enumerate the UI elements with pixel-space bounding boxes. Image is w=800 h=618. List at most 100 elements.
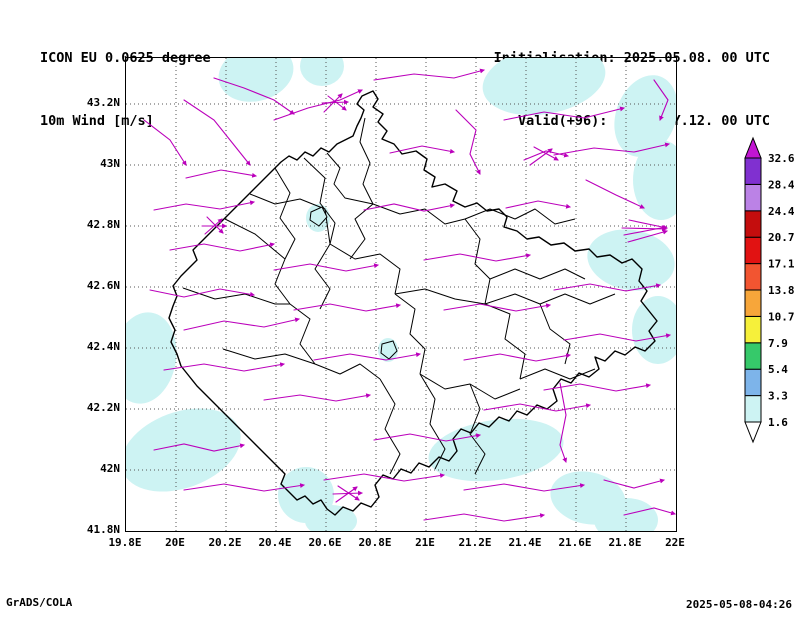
wind-vector xyxy=(523,150,569,161)
wind-vector xyxy=(321,99,349,105)
shading-layer xyxy=(126,58,676,531)
wind-vector xyxy=(335,486,358,503)
variable-title: 10m Wind [m/s] xyxy=(40,113,154,129)
x-axis-tick: 20.2E xyxy=(208,536,242,549)
wind-vector xyxy=(621,226,667,232)
wind-vector xyxy=(443,303,551,312)
x-axis-tick: 21.2E xyxy=(458,536,492,549)
colorbar-segment xyxy=(744,236,762,265)
wind-vector xyxy=(183,317,300,331)
municipality-border xyxy=(519,368,596,380)
colorbar-label: 10.7 xyxy=(768,310,795,323)
title-block: ICON EU 0.0625 degree 10m Wind [m/s] xyxy=(40,6,211,174)
colorbar-segment xyxy=(744,368,762,397)
colorbar: 1.6 3.3 5.4 7.9 10.7 13.8 17.1 20.7 24.4 28.4 32.6 xyxy=(737,130,799,454)
municipality-border xyxy=(182,287,290,305)
wind-speed-shading xyxy=(305,505,357,531)
municipality-border xyxy=(314,243,331,310)
wind-vector xyxy=(373,68,485,81)
municipality-border xyxy=(326,152,374,205)
x-axis-tick: 20E xyxy=(165,536,185,549)
wind-vector xyxy=(628,219,668,230)
municipality-border xyxy=(372,203,466,225)
wind-vector xyxy=(463,483,585,492)
country-border xyxy=(168,90,658,516)
wind-vector xyxy=(293,303,401,312)
y-axis-tick: 42.8N xyxy=(86,218,120,232)
wind-vector xyxy=(623,507,676,516)
wind-vector xyxy=(553,142,670,156)
wind-speed-shading xyxy=(428,418,564,482)
wind-vector xyxy=(183,483,305,492)
colorbar-segment xyxy=(744,395,762,423)
colorbar-segment xyxy=(744,183,762,212)
wind-vector xyxy=(529,148,553,166)
y-axis-tick: 43.2N xyxy=(86,96,120,110)
municipality-border xyxy=(484,293,616,305)
wind-speed-shading xyxy=(632,296,676,364)
colorbar-segment xyxy=(744,342,762,370)
colorbar-segment xyxy=(744,315,762,344)
municipality-border xyxy=(224,218,291,305)
colorbar-label: 28.4 xyxy=(768,178,795,191)
municipality-border xyxy=(539,303,571,365)
wind-vector xyxy=(323,473,445,482)
wind-speed-shading xyxy=(126,408,241,492)
colorbar-label: 7.9 xyxy=(768,337,788,350)
colorbar-label: 17.1 xyxy=(768,258,795,271)
wind-vector xyxy=(423,253,531,262)
wind-speed-shading xyxy=(633,140,676,220)
x-axis-tick: 20.6E xyxy=(308,536,342,549)
wind-vector xyxy=(455,109,481,175)
wind-vector xyxy=(603,478,665,489)
municipality-border xyxy=(359,117,374,205)
municipality-border xyxy=(289,303,316,365)
colorbar-label: 24.4 xyxy=(768,205,795,218)
municipality-border xyxy=(489,268,586,280)
wind-vector xyxy=(263,393,371,402)
wind-vector xyxy=(505,200,571,209)
x-axis-tick: 22E xyxy=(665,536,685,549)
wind-vector xyxy=(169,242,275,252)
wind-vector xyxy=(543,383,651,392)
y-axis-tick: 42.2N xyxy=(86,401,120,414)
x-axis-tick: 21.8E xyxy=(608,536,642,549)
colorbar-label: 32.6 xyxy=(768,152,795,165)
wind-vector xyxy=(153,200,255,211)
municipality-border xyxy=(394,288,486,305)
wind-vector xyxy=(389,145,455,154)
wind-vector xyxy=(423,513,545,522)
x-axis-tick: 20.8E xyxy=(358,536,392,549)
borders-layer xyxy=(168,90,658,516)
x-axis-tick: 21.4E xyxy=(508,536,542,549)
colorbar-label: 20.7 xyxy=(768,231,795,244)
wind-vector xyxy=(163,362,285,372)
municipality-border xyxy=(419,373,446,470)
wind-vector xyxy=(332,490,363,496)
colorbar-label: 3.3 xyxy=(768,390,788,403)
creation-timestamp: 2025-05-08-04:26 xyxy=(686,598,792,611)
wind-vector xyxy=(185,169,257,179)
lake-outline xyxy=(380,340,398,360)
colorbar-label: 13.8 xyxy=(768,284,795,297)
wind-vector xyxy=(183,99,251,166)
wind-speed-shading xyxy=(300,58,344,86)
model-title: ICON EU 0.0625 degree xyxy=(40,50,211,66)
x-axis-tick: 21E xyxy=(415,536,435,549)
map-plot-area xyxy=(125,57,677,532)
x-axis-tick: 20.4E xyxy=(258,536,292,549)
colorbar-segment xyxy=(744,210,762,238)
colorbar-segment xyxy=(744,289,762,317)
wind-speed-shading xyxy=(126,312,177,404)
wind-vector xyxy=(273,263,379,272)
wind-vector xyxy=(206,216,224,234)
municipality-border xyxy=(274,167,296,260)
wind-vector xyxy=(483,403,591,412)
wind-vector xyxy=(327,95,347,111)
municipality-border xyxy=(249,193,331,245)
wind-vector xyxy=(563,333,671,342)
y-axis-tick: 42.6N xyxy=(86,279,120,293)
y-axis-tick: 43N xyxy=(100,157,120,171)
x-axis-tick: 21.6E xyxy=(558,536,592,549)
